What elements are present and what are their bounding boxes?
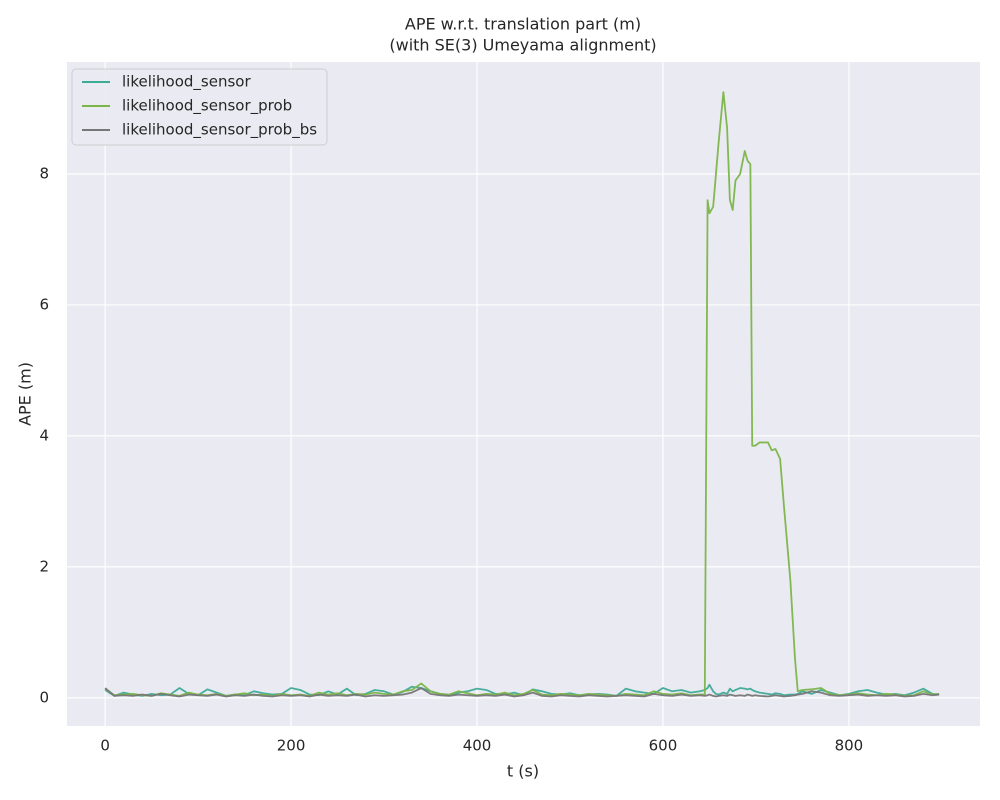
legend-label: likelihood_sensor_prob_bs bbox=[122, 121, 317, 140]
chart-title: APE w.r.t. translation part (m) bbox=[405, 15, 641, 34]
x-tick-label: 600 bbox=[649, 737, 678, 755]
chart-subtitle: (with SE(3) Umeyama alignment) bbox=[389, 36, 656, 55]
x-axis-label: t (s) bbox=[507, 762, 539, 781]
y-tick-label: 6 bbox=[39, 295, 49, 313]
series-line bbox=[104, 687, 940, 698]
x-tick-label: 0 bbox=[100, 737, 110, 755]
legend-label: likelihood_sensor_prob bbox=[122, 97, 292, 116]
x-tick-label: 800 bbox=[835, 737, 864, 755]
y-axis-label: APE (m) bbox=[16, 362, 35, 426]
plot-area bbox=[67, 62, 980, 726]
legend-box bbox=[71, 68, 328, 146]
y-tick-label: 2 bbox=[39, 557, 49, 575]
x-tick-label: 200 bbox=[277, 737, 306, 755]
legend-label: likelihood_sensor bbox=[122, 73, 251, 92]
y-tick-label: 4 bbox=[39, 426, 49, 444]
y-tick-label: 8 bbox=[39, 164, 49, 182]
x-tick-label: 400 bbox=[463, 737, 492, 755]
y-tick-label: 0 bbox=[39, 688, 49, 706]
